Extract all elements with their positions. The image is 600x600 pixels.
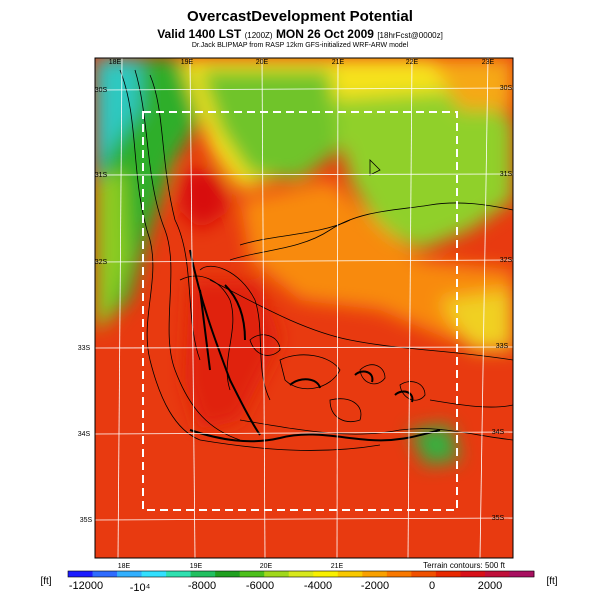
lat-label: 34S [492,429,505,436]
colorbar-tick: -8000 [188,580,216,592]
colorbar-swatch [117,571,142,577]
lat-label: 30S [95,87,108,94]
forecast-label: [18hrFcst@0000z] [377,31,443,40]
colorbar-swatch [166,571,192,577]
colorbar-swatch [337,571,363,577]
colorbar-tick: 2000 [478,580,502,592]
lon-label: 21E [332,59,345,66]
colorbar-swatch [92,571,118,577]
lon-label: 18E [118,563,131,570]
lat-lon-grid [94,57,514,559]
colorbar-swatch [141,571,167,577]
lon-label: 18E [109,59,122,66]
colorbar-tick: -10⁴ [130,582,151,594]
lat-labels-right: 30S 31S 32S 33S 34S 35S [492,85,513,522]
colorbar-swatch [288,571,314,577]
coastline [189,249,441,443]
colorbar-tick: 0 [429,580,435,592]
valid-date: MON 26 Oct 2009 [275,27,374,41]
inner-domain-box [142,111,458,511]
lat-label: 35S [492,515,505,522]
lat-labels-left: 30S 31S 32S 33S 34S 35S [78,87,108,524]
lat-label: 34S [78,431,91,438]
terrain-contour-note: Terrain contours: 500 ft [423,561,506,570]
lat-label: 30S [500,85,513,92]
colorbar-swatch [313,571,339,577]
colorbar-swatch [484,571,510,577]
lon-labels-bottom: 18E 19E 20E 21E [118,563,344,570]
lon-label: 20E [260,563,273,570]
colorbar-tick: -2000 [361,580,389,592]
valid-time: Valid 1400 LST (1200Z) MON 26 Oct 2009 [… [0,27,600,41]
colorbar-unit-left: [ft] [40,576,51,587]
colorbar-swatch [215,571,241,577]
lon-label: 19E [181,59,194,66]
colorbar-swatch [411,571,437,577]
lon-label: 20E [256,59,269,66]
lat-label: 32S [95,259,108,266]
lat-label: 32S [500,257,513,264]
colorbar-tick: -4000 [304,580,332,592]
colorbar-swatch [239,571,265,577]
valid-label: Valid 1400 LST [157,27,242,41]
lat-label: 33S [78,345,91,352]
lat-label: 33S [496,343,509,350]
lon-label: 22E [406,59,419,66]
colorbar [67,570,535,578]
lon-labels-top: 18E 19E 20E 21E 22E 23E [109,59,495,66]
model-credit: Dr.Jack BLIPMAP from RASP 12km GFS-initi… [191,42,409,49]
colorbar-swatch [460,571,486,577]
map-title: OvercastDevelopment Potential [187,8,413,25]
colorbar-swatch [509,571,535,577]
lat-label: 31S [500,171,513,178]
lon-label: 21E [331,563,344,570]
colorbar-tick-labels: -12000 -10⁴ -8000 -6000 -4000 -2000 0 20… [69,580,502,594]
colorbar-tick: -6000 [246,580,274,592]
lon-label: 23E [482,59,495,66]
potential-field [95,58,513,558]
colorbar-swatch [435,571,461,577]
lat-label: 35S [80,517,93,524]
colorbar-swatch [190,571,216,577]
colorbar-swatch [362,571,388,577]
lon-label: 19E [190,563,203,570]
colorbar-swatch [386,571,412,577]
valid-utc: (1200Z) [244,31,273,40]
lat-label: 31S [95,172,108,179]
colorbar-tick: -12000 [69,580,103,592]
colorbar-border [67,570,535,578]
colorbar-swatch [264,571,290,577]
colorbar-swatch [68,571,93,577]
colorbar-unit-right: [ft] [546,576,557,587]
map-frame [94,57,514,559]
